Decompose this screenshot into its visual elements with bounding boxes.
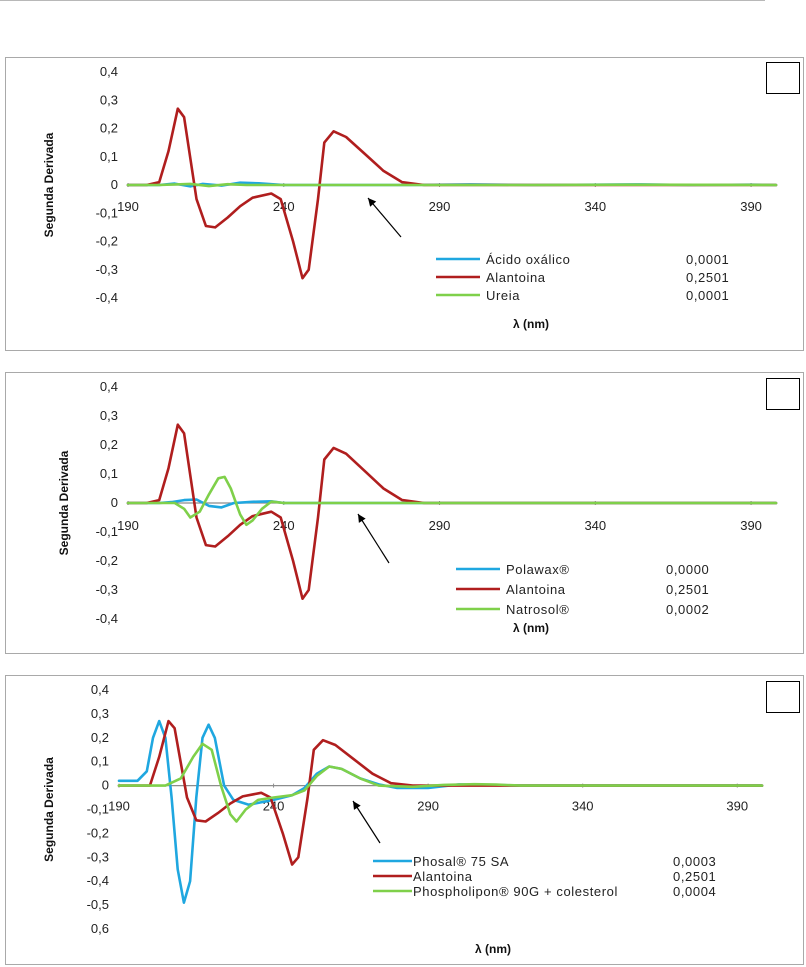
- y-tick-label: 0,3: [91, 706, 109, 721]
- series-line-1: [117, 719, 764, 904]
- chart-panel-3: 0,4 0,3 0,2 0,1 0 -0,1 -0,2 -0,3 -0,4 -0,5 0,6 190 2…: [5, 675, 804, 965]
- legend-value: 0,0002: [666, 602, 709, 617]
- series-line-2: [126, 107, 778, 280]
- y-tick-label: -0,5: [87, 897, 109, 912]
- series-line-2: [117, 719, 764, 866]
- y-tick-label: -0,4: [87, 873, 109, 888]
- y-tick-label: 0,4: [100, 379, 118, 394]
- x-axis-title: λ (nm): [513, 621, 549, 635]
- legend-label: Phospholipon® 90G + colesterol: [413, 884, 618, 899]
- y-tick-label: 0,1: [100, 149, 118, 164]
- y-tick-label: 0,2: [100, 121, 118, 136]
- legend-value: 0,0001: [686, 288, 729, 303]
- y-tick-label: 0,3: [100, 408, 118, 423]
- y-tick-label: 0: [111, 495, 118, 510]
- top-rule: [0, 0, 765, 1]
- series-line-3: [126, 182, 778, 188]
- y-tick-label: 0,1: [91, 754, 109, 769]
- y-tick-label: 0,1: [100, 466, 118, 481]
- arrow-head: [368, 198, 377, 207]
- y-tick-label: -0,1: [96, 524, 118, 539]
- panel-label-box: [766, 62, 800, 94]
- legend-label: Polawax®: [506, 562, 570, 577]
- arrow-shaft: [357, 513, 390, 564]
- legend-value: 0,2501: [686, 270, 729, 285]
- y-tick-label: -0,2: [87, 825, 109, 840]
- legend-label: Ácido oxálico: [486, 252, 570, 267]
- x-tick-label: 340: [572, 799, 594, 814]
- x-tick-label: 390: [726, 799, 748, 814]
- y-axis-title: Segunda Derivada: [42, 757, 56, 862]
- y-tick-label: 0,2: [91, 730, 109, 745]
- y-tick-label: -0,4: [96, 290, 118, 305]
- legend-label: Alantoina: [486, 270, 546, 285]
- y-tick-label: 0,4: [91, 682, 109, 697]
- panel-label-box: [766, 681, 800, 713]
- x-tick-label: 390: [740, 199, 762, 214]
- legend-value: 0,2501: [666, 582, 709, 597]
- x-tick-label: 190: [108, 799, 130, 814]
- x-tick-label: 340: [584, 199, 606, 214]
- y-tick-label: 0: [111, 177, 118, 192]
- arrow-head: [353, 801, 361, 810]
- y-tick-label: -0,1: [96, 205, 118, 220]
- arrow-head: [358, 514, 366, 523]
- arrow-shaft: [352, 800, 381, 844]
- x-tick-label: 190: [117, 518, 139, 533]
- annotation-arrow: [367, 197, 402, 238]
- legend-value: 0,2501: [673, 869, 716, 884]
- y-tick-label: -0,4: [96, 611, 118, 626]
- x-tick-label: 340: [584, 518, 606, 533]
- y-tick-label: -0,2: [96, 553, 118, 568]
- x-tick-label: 390: [740, 518, 762, 533]
- legend-value: 0,0001: [686, 252, 729, 267]
- y-tick-label: 0,3: [100, 92, 118, 107]
- series-line-3: [126, 475, 778, 527]
- chart-panel-1: 0,4 0,3 0,2 0,1 0 -0,1 -0,2 -0,3 -0,4 190 240 290 34…: [5, 57, 804, 351]
- arrow-shaft: [367, 197, 402, 238]
- y-tick-label: -0,1: [87, 802, 109, 817]
- legend-label: Natrosol®: [506, 602, 569, 617]
- x-tick-label: 290: [429, 518, 451, 533]
- y-tick-label: -0,3: [87, 849, 109, 864]
- x-axis-title: λ (nm): [475, 942, 511, 956]
- y-tick-label: -0,3: [96, 582, 118, 597]
- series-line-3: [117, 742, 764, 823]
- x-tick-label: 290: [429, 199, 451, 214]
- x-tick-label: 290: [417, 799, 439, 814]
- y-tick-label: -0,3: [96, 262, 118, 277]
- y-axis-title: Segunda Derivada: [57, 450, 71, 555]
- y-tick-label: 0,6: [91, 921, 109, 936]
- legend-value: 0,0004: [673, 884, 716, 899]
- chart-panel-2: 0,4 0,3 0,2 0,1 0 -0,1 -0,2 -0,3 -0,4 190 240 290 34…: [5, 372, 804, 654]
- x-axis-title: λ (nm): [513, 317, 549, 331]
- legend-label: Phosal® 75 SA: [413, 854, 509, 869]
- legend-label: Alantoina: [506, 582, 566, 597]
- y-tick-label: 0,2: [100, 437, 118, 452]
- y-tick-label: 0,4: [100, 64, 118, 79]
- annotation-arrow: [357, 513, 390, 564]
- x-tick-label: 190: [117, 199, 139, 214]
- y-tick-label: 0: [102, 778, 109, 793]
- legend-value: 0,0003: [673, 854, 716, 869]
- legend-label: Ureia: [486, 288, 520, 303]
- panel-label-box: [766, 378, 800, 410]
- y-axis-title: Segunda Derivada: [42, 132, 56, 237]
- legend-label: Alantoina: [413, 869, 473, 884]
- annotation-arrow: [352, 800, 381, 844]
- legend-value: 0,0000: [666, 562, 709, 577]
- chart-3-svg: 0,4 0,3 0,2 0,1 0 -0,1 -0,2 -0,3 -0,4 -0,5 0,6 190 2…: [42, 682, 764, 956]
- y-tick-label: -0,2: [96, 234, 118, 249]
